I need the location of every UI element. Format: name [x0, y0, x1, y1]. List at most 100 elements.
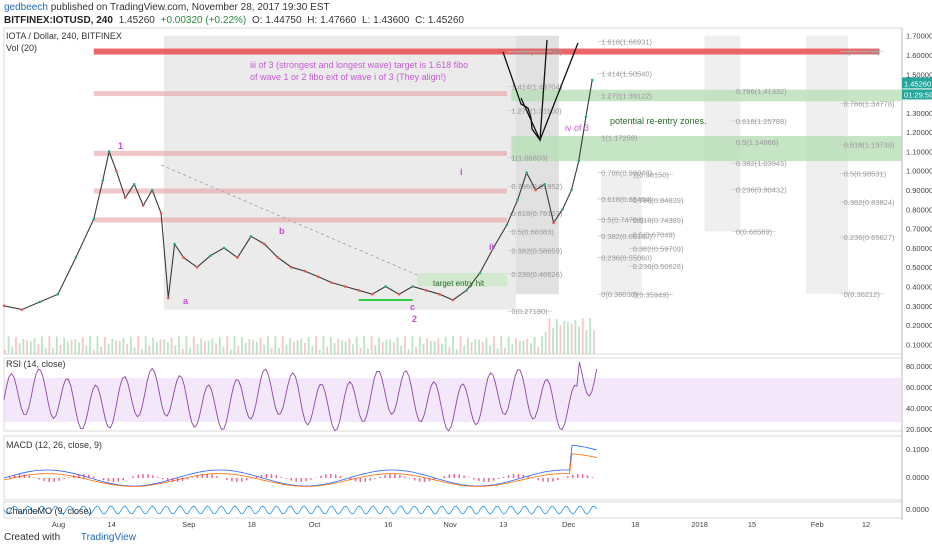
volume-bar-147 — [548, 318, 551, 354]
macd-hist-96 — [478, 478, 480, 482]
macd-hist-29 — [147, 474, 149, 478]
price-tick-12: 0.50000 — [906, 263, 932, 272]
price-point-15 — [173, 242, 176, 246]
fib-ret2-label-2: 0.5(1.14866) — [736, 138, 779, 147]
volume-bar-106 — [396, 337, 399, 354]
price-point-33 — [411, 285, 414, 288]
macd-hist-14 — [73, 475, 75, 478]
volume-bar-9 — [37, 344, 40, 354]
volume-bar-82 — [307, 337, 310, 354]
price-point-32 — [397, 292, 401, 296]
macd-hist-1 — [8, 476, 11, 478]
volume-bar-76 — [285, 344, 288, 354]
volume-bar-25 — [96, 336, 99, 354]
green-zone-lower — [511, 136, 902, 162]
macd-hist-60 — [300, 478, 302, 482]
fib-shade-r3 — [805, 35, 849, 294]
volume-bar-19 — [74, 339, 77, 354]
fib-right-label-0: 1.618(1.66931) — [601, 38, 652, 47]
fib-ret3-label-4: 0.382(0.83824) — [844, 198, 895, 207]
fib-right-label-7: 0.382(0.66180) — [601, 232, 652, 241]
volume-bar-146 — [544, 331, 547, 354]
volume-bar-154 — [574, 319, 577, 354]
created-with: Created with — [4, 532, 61, 543]
volume-bar-103 — [385, 339, 388, 354]
macd-tick-1: 0.0000 — [906, 473, 929, 482]
price-point-13 — [159, 211, 163, 215]
price-tick-14: 0.30000 — [906, 302, 932, 311]
macd-hist-12 — [63, 478, 65, 480]
volume-bar-24 — [92, 349, 95, 354]
footer: Created with TradingView — [4, 532, 136, 543]
volume-bar-34 — [129, 336, 132, 354]
price-point-43 — [534, 188, 537, 192]
author-link[interactable]: gedbeech — [4, 2, 48, 13]
macd-hist-36 — [181, 478, 184, 482]
volume-bar-134 — [500, 336, 503, 354]
tradingview-link[interactable]: TradingView — [80, 532, 136, 543]
volume-bar-121 — [452, 336, 455, 354]
x-tick-8: Dec — [562, 520, 576, 529]
volume-bar-100 — [374, 345, 377, 354]
rsi-tick-2: 40.0000 — [906, 404, 932, 413]
x-tick-12: Feb — [811, 520, 824, 529]
macd-hist-21 — [107, 478, 110, 482]
volume-bar-85 — [318, 349, 321, 354]
main-title: IOTA / Dollar, 240, BITFINEX — [6, 31, 122, 41]
volume-bar-83 — [311, 346, 314, 354]
macd-hist-10 — [53, 478, 55, 482]
fib-left-label-6: 0.5(0.68383) — [511, 228, 554, 237]
green-zone-upper — [511, 89, 902, 102]
volume-bar-41 — [155, 342, 158, 354]
volume-bar-6 — [26, 340, 29, 354]
volume-bar-30 — [115, 340, 117, 354]
volume-bar-53 — [200, 338, 203, 354]
macd-hist-71 — [354, 478, 357, 482]
volume-bar-123 — [459, 336, 462, 354]
macd-hist-52 — [260, 474, 263, 478]
macd-hist-59 — [295, 478, 297, 482]
macd-hist-35 — [176, 478, 179, 482]
fib-left-label-2: 1.272(1.31150) — [511, 107, 562, 116]
volume-bar-107 — [400, 345, 403, 354]
macd-hist-112 — [557, 478, 559, 481]
volume-bar-17 — [66, 341, 69, 354]
fib-ret2-label-1: 0.618(1.25788) — [736, 117, 787, 126]
volume-bar-65 — [244, 342, 247, 354]
price-tick-13: 0.40000 — [906, 282, 932, 291]
price-point-42 — [525, 171, 528, 174]
macd-hist-104 — [517, 474, 520, 478]
price-tick-4: 1.30000 — [906, 109, 932, 118]
cmo-label: ChandeMO (9, close) — [6, 506, 92, 516]
price-point-38 — [478, 271, 482, 275]
macd-hist-20 — [102, 478, 105, 481]
macd-hist-90 — [448, 474, 451, 478]
price-tick-1: 1.60000 — [906, 51, 932, 60]
ohlc-line: BITFINEX:IOTUSD, 240 1.45260 +0.00320 (+… — [4, 15, 467, 26]
volume-bar-129 — [481, 341, 484, 354]
macd-hist-32 — [162, 478, 164, 480]
macd-hist-119 — [591, 477, 594, 478]
volume-bar-139 — [518, 341, 521, 354]
price-point-0 — [2, 304, 6, 308]
volume-bar-145 — [541, 336, 543, 354]
publish-line: gedbeech published on TradingView.com, N… — [4, 2, 330, 13]
volume-bar-150 — [559, 324, 562, 354]
macd-hist-109 — [542, 478, 544, 482]
price-tick-5: 1.20000 — [906, 128, 932, 137]
macd-hist-46 — [231, 478, 233, 482]
volume-bar-21 — [81, 337, 84, 354]
macd-hist-47 — [236, 478, 238, 482]
wave-label-w2: 2 — [412, 314, 417, 324]
macd-hist-98 — [488, 478, 490, 482]
macd-hist-64 — [320, 475, 322, 478]
macd-hist-102 — [507, 475, 510, 478]
macd-hist-33 — [166, 478, 169, 481]
volume-bar-22 — [85, 345, 88, 354]
macd-hist-24 — [122, 478, 125, 481]
volume-bar-131 — [489, 345, 492, 354]
symbol-label[interactable]: BITFINEX:IOTUSD, 240 — [4, 15, 113, 26]
macd-hist-48 — [241, 478, 243, 482]
volume-bar-84 — [315, 336, 317, 354]
